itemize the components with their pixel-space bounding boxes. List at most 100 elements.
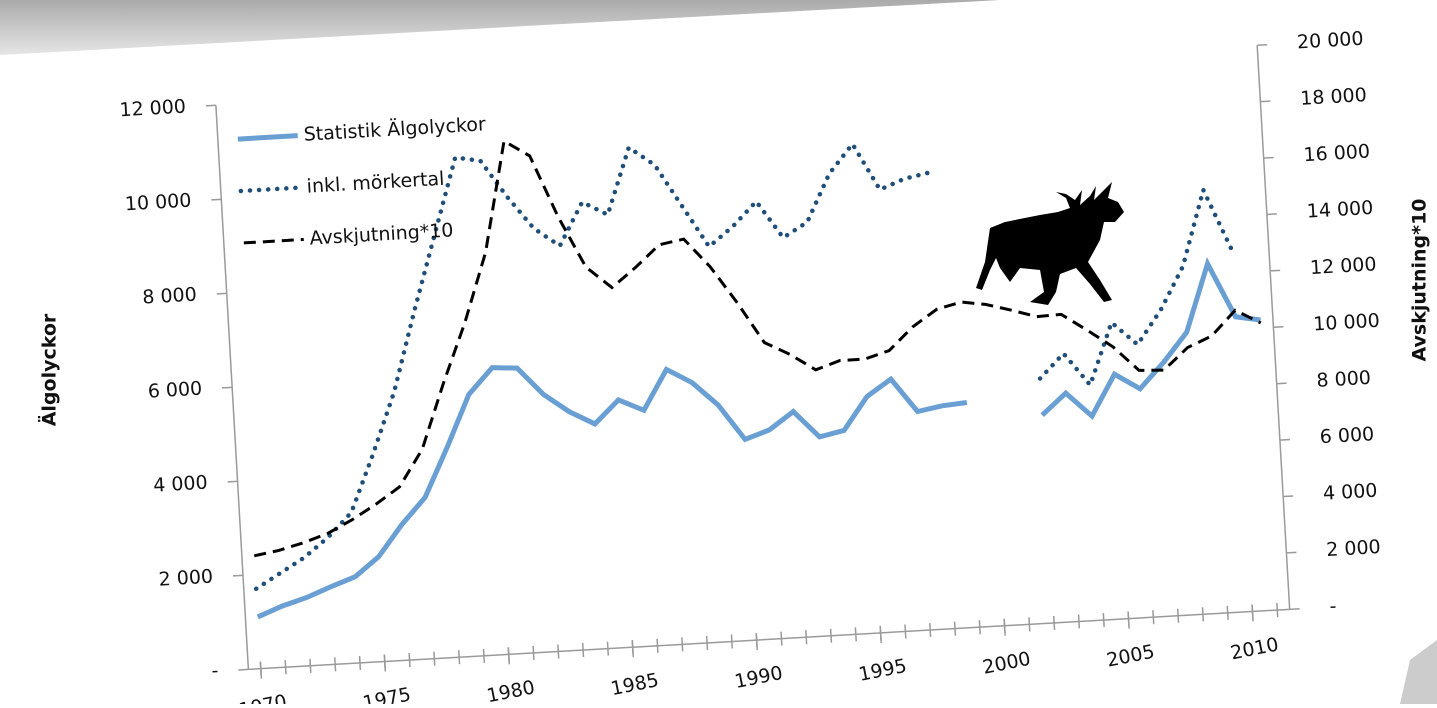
plot-area: - 2 000 4 000 6 000 8 000 10 000 12 000 - 2 000 4… [119,28,1399,704]
chart: - 2 000 4 000 6 000 8 000 10 000 12 000 - 2 000 4… [0,0,1437,704]
x-minor-tick [285,660,286,674]
y2-tick [1290,609,1300,610]
y-axis-title: Älgolyckor [37,313,61,426]
x-tick-label: 1990 [733,662,785,693]
x-minor-tick [905,625,906,639]
y2-tick-label: 20 000 [1296,28,1364,54]
x-tick [632,640,633,657]
x-minor-tick [1202,607,1203,621]
x-tick-label: 1970 [237,691,289,704]
y-tick [228,481,238,482]
x-minor-tick [459,650,460,664]
x-tick [1128,612,1129,629]
y2-tick [1280,440,1290,441]
x-tick-label: 2005 [1105,641,1157,672]
y2-tick-label: 6 000 [1319,423,1375,448]
y-tick-label: 4 000 [153,472,209,497]
y-tick [217,293,227,294]
page-shadow [1400,640,1437,704]
y2-tick-label: 12 000 [1309,253,1377,279]
y-tick-label: 10 000 [124,190,192,216]
x-minor-tick [1277,603,1278,617]
y2-tick-label: 18 000 [1300,84,1368,110]
x-tick [880,626,881,643]
x-minor-tick [1054,616,1055,630]
y2-tick-label: 4 000 [1322,480,1378,505]
x-minor-tick [335,657,336,671]
y2-tick [1273,327,1283,328]
x-minor-tick [1079,614,1080,628]
moose-icon [976,182,1124,305]
x-tick-label: 2010 [1229,633,1281,664]
y2-tick [1270,270,1280,271]
x-minor-tick [979,620,980,634]
y2-tick-label: 8 000 [1316,367,1372,392]
x-minor-tick [434,652,435,666]
y2-tick-label: 14 000 [1306,197,1374,223]
y-tick [238,669,248,670]
x-minor-tick [360,656,361,670]
x-minor-tick [855,627,856,641]
y2-tick [1260,101,1270,102]
y-tick-label: 2 000 [158,566,214,591]
y2-tick-label: 10 000 [1313,310,1381,336]
y-tick [233,575,243,576]
x-minor-tick [607,642,608,656]
x-tick [260,662,261,679]
y2-tick-label: 2 000 [1326,536,1382,561]
x-minor-tick [831,629,832,643]
x-tick [384,655,385,672]
x-minor-tick [806,630,807,644]
x-minor-tick [930,623,931,637]
x-minor-tick [781,632,782,646]
x-minor-tick [682,637,683,651]
x-minor-tick [310,659,311,673]
x-minor-tick [533,646,534,660]
legend-label: Statistik Älgolyckor [303,112,486,145]
y-tick [206,105,216,106]
y-tick-label: 8 000 [142,284,198,309]
x-tick-label: 1975 [361,683,413,704]
y2-tick [1264,158,1274,159]
y-tick-label: 12 000 [119,96,187,122]
x-tick-label: 1985 [609,669,661,700]
x-minor-tick [1029,617,1030,631]
legend-swatch [241,188,301,191]
y2-tick [1277,383,1287,384]
x-minor-tick [1103,613,1104,627]
legend-swatch [238,136,298,139]
series-line [241,261,1275,617]
legend-swatch [244,239,304,242]
x-minor-tick [1227,606,1228,620]
y-tick-label: 6 000 [147,378,203,403]
legend-label: inkl. mörkertal [306,168,445,198]
y2-tick [1286,552,1296,553]
x-tick [1004,619,1005,636]
y-tick [222,387,232,388]
page-shadow [0,0,1000,55]
x-tick-label: 1980 [485,676,537,704]
x-tick-label: 2000 [981,648,1033,679]
y2-tick-label: 16 000 [1303,140,1371,166]
y2-tick [1283,496,1293,497]
x-minor-tick [707,636,708,650]
x-tick [508,647,509,664]
y2-tick-label: - [1329,595,1337,617]
x-minor-tick [955,622,956,636]
x-minor-tick [558,645,559,659]
x-minor-tick [657,639,658,653]
x-tick [756,633,757,650]
y2-axis-title: Avskjutning*10 [1409,198,1431,361]
x-minor-tick [731,635,732,649]
x-tick [1252,604,1253,621]
x-minor-tick [409,653,410,667]
x-minor-tick [583,643,584,657]
y-tick [211,199,221,200]
y-tick-label: - [211,660,219,682]
x-minor-tick [1153,610,1154,624]
y2-tick [1267,214,1277,215]
page: - 2 000 4 000 6 000 8 000 10 000 12 000 - 2 000 4… [0,0,1437,704]
y2-tick [1257,45,1267,46]
x-tick-label: 1995 [857,655,909,686]
x-minor-tick [484,649,485,663]
